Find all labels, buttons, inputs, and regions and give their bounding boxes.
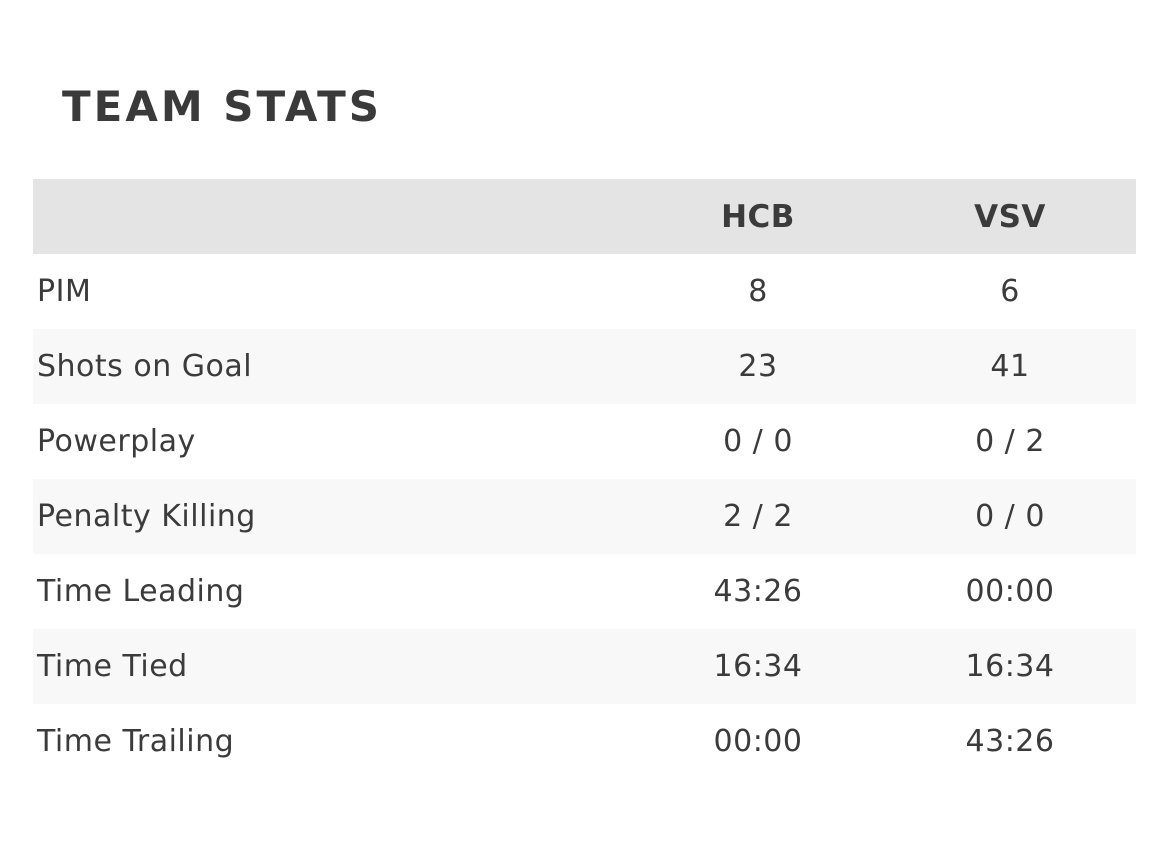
stat-label: Time Trailing [37, 724, 235, 759]
stat-label: PIM [37, 274, 92, 309]
stat-value-vsv: 0 / 2 [975, 424, 1045, 459]
table-header-row: HCB VSV [33, 179, 1136, 254]
stat-value-hcb: 23 [738, 349, 778, 384]
stat-value-hcb: 16:34 [713, 649, 803, 684]
table-row-time-trailing: Time Trailing 00:00 43:26 [33, 704, 1136, 779]
stat-value-hcb: 43:26 [713, 574, 803, 609]
table-row-pim: PIM 8 6 [33, 254, 1136, 329]
stat-value-vsv: 00:00 [965, 574, 1055, 609]
stat-label: Penalty Killing [37, 499, 256, 534]
table-row-penalty-killing: Penalty Killing 2 / 2 0 / 0 [33, 479, 1136, 554]
stat-value-vsv: 6 [1000, 274, 1020, 309]
page-title: TEAM STATS [62, 82, 383, 132]
stat-value-hcb: 0 / 0 [723, 424, 793, 459]
stat-value-hcb: 2 / 2 [723, 499, 793, 534]
stat-value-vsv: 43:26 [965, 724, 1055, 759]
table-row-time-leading: Time Leading 43:26 00:00 [33, 554, 1136, 629]
stat-value-vsv: 16:34 [965, 649, 1055, 684]
column-header-vsv: VSV [974, 198, 1046, 235]
stat-value-vsv: 0 / 0 [975, 499, 1045, 534]
team-stats-table: HCB VSV PIM 8 6 Shots on Goal 23 41 Powe… [33, 179, 1136, 779]
table-row-time-tied: Time Tied 16:34 16:34 [33, 629, 1136, 704]
stat-label: Time Leading [37, 574, 245, 609]
table-row-shots-on-goal: Shots on Goal 23 41 [33, 329, 1136, 404]
stat-label: Time Tied [37, 649, 188, 684]
stat-value-vsv: 41 [990, 349, 1030, 384]
table-row-powerplay: Powerplay 0 / 0 0 / 2 [33, 404, 1136, 479]
stat-label: Powerplay [37, 424, 196, 459]
stat-label: Shots on Goal [37, 349, 253, 384]
stat-value-hcb: 00:00 [713, 724, 803, 759]
stat-value-hcb: 8 [748, 274, 768, 309]
column-header-hcb: HCB [721, 198, 795, 235]
